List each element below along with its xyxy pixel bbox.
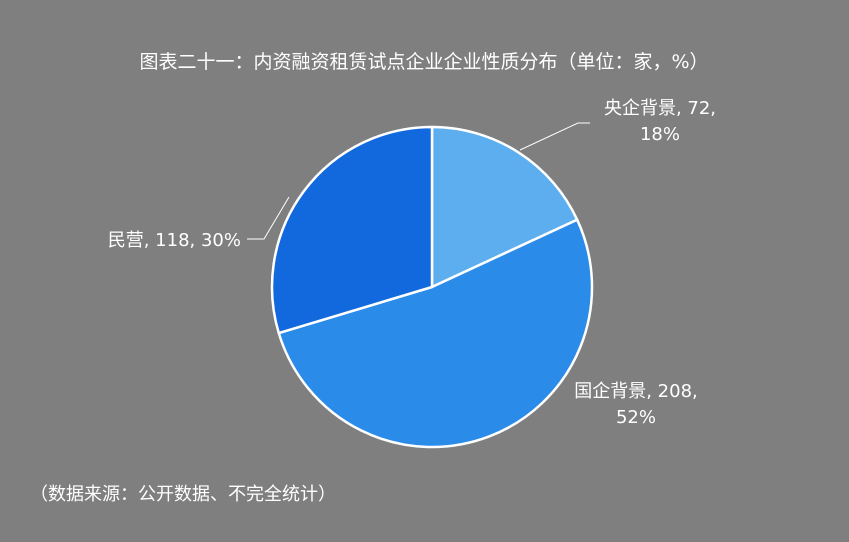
slice-labels: 央企背景, 72, 18% 国企背景, 208, 52% 民营, 118, 30% <box>108 98 716 428</box>
slice-label-1: 央企背景, 72, <box>604 98 716 119</box>
chart-title: 图表二十一：内资融资租赁试点企业企业性质分布（单位：家，%） <box>139 51 708 73</box>
leader-line-1 <box>519 122 590 151</box>
source-note: （数据来源：公开数据、不完全统计） <box>30 484 336 505</box>
pie-slices <box>270 125 594 449</box>
pie-slice-1 <box>430 125 579 289</box>
slice-label-3: 民营, 118, 30% <box>108 230 241 251</box>
slice-percent-1: 18% <box>640 124 680 145</box>
slice-label-2: 国企背景, 208, <box>574 381 698 402</box>
leader-line-3 <box>247 196 290 240</box>
slice-percent-2: 52% <box>616 407 656 428</box>
pie-slice-3 <box>270 125 434 335</box>
pie-slice-2 <box>277 218 594 449</box>
